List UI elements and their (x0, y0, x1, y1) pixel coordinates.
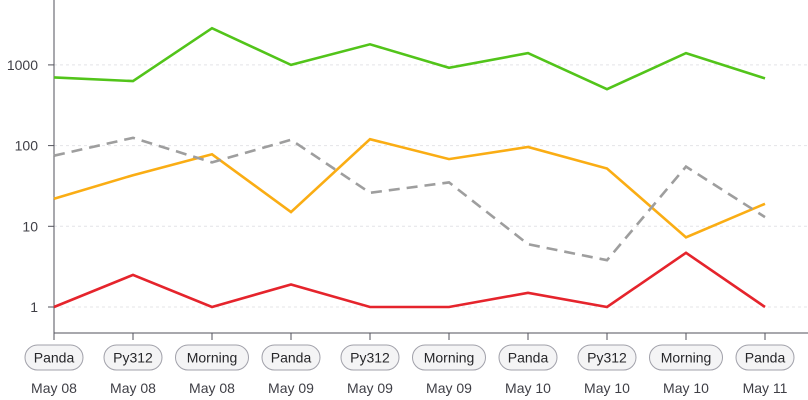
pill-background (340, 344, 400, 371)
x-tick-tag: Morning (424, 350, 475, 366)
y-ticks: 1 10 100 1000 (7, 57, 54, 315)
pill-background (103, 344, 163, 371)
x-tick-date: May 10 (663, 380, 709, 396)
y-tick-label: 1000 (7, 57, 38, 73)
x-tick-tag: Py312 (350, 350, 390, 366)
pill-background (649, 344, 723, 371)
y-tick-label: 100 (15, 138, 39, 154)
x-tick-tag: Panda (745, 350, 786, 366)
x-tick-date: May 09 (347, 380, 393, 396)
pill-background (498, 344, 558, 371)
x-tick-pill: Py312 (103, 344, 163, 371)
series-line-green (53, 26, 766, 91)
x-tick-date: May 10 (505, 380, 551, 396)
x-tick-tag: Py312 (587, 350, 627, 366)
x-tick-pill: Morning (175, 344, 249, 371)
x-tick-date: May 08 (31, 380, 77, 396)
pill-background (261, 344, 321, 371)
series-line-orange (53, 137, 766, 239)
x-tick-pill: Panda (24, 344, 84, 371)
x-tick-date: May 08 (189, 380, 235, 396)
x-tick-pill: Py312 (340, 344, 400, 371)
x-ticks: Panda May 08 Py312 May 08 Morning May 08 Panda… (24, 333, 795, 396)
x-tick-pill: Py312 (577, 344, 637, 371)
x-tick-date: May 09 (268, 380, 314, 396)
x-tick-pill: Morning (412, 344, 486, 371)
pill-background (24, 344, 84, 371)
pill-background (412, 344, 486, 371)
x-tick-date: May 11 (743, 380, 788, 396)
x-tick-date: May 10 (584, 380, 630, 396)
x-tick-tag: Panda (271, 350, 312, 366)
x-tick-tag: Morning (187, 350, 238, 366)
x-tick-pill: Panda (261, 344, 321, 371)
series-line-gray-dashed (53, 136, 766, 262)
pill-background (735, 344, 795, 371)
x-tick-pill: Panda (498, 344, 558, 371)
x-tick-date: May 09 (426, 380, 472, 396)
series-line-red (53, 251, 766, 309)
x-tick-date: May 08 (110, 380, 156, 396)
x-tick-tag: Morning (661, 350, 712, 366)
x-tick-pill: Morning (649, 344, 723, 371)
x-tick-pill: Panda (735, 344, 795, 371)
x-tick-tag: Panda (34, 350, 75, 366)
y-tick-label: 10 (22, 218, 38, 234)
x-tick-tag: Panda (508, 350, 549, 366)
y-tick-label: 1 (30, 299, 38, 315)
pill-background (175, 344, 249, 371)
series-lines (53, 26, 766, 309)
x-tick-tag: Py312 (113, 350, 153, 366)
pill-background (577, 344, 637, 371)
